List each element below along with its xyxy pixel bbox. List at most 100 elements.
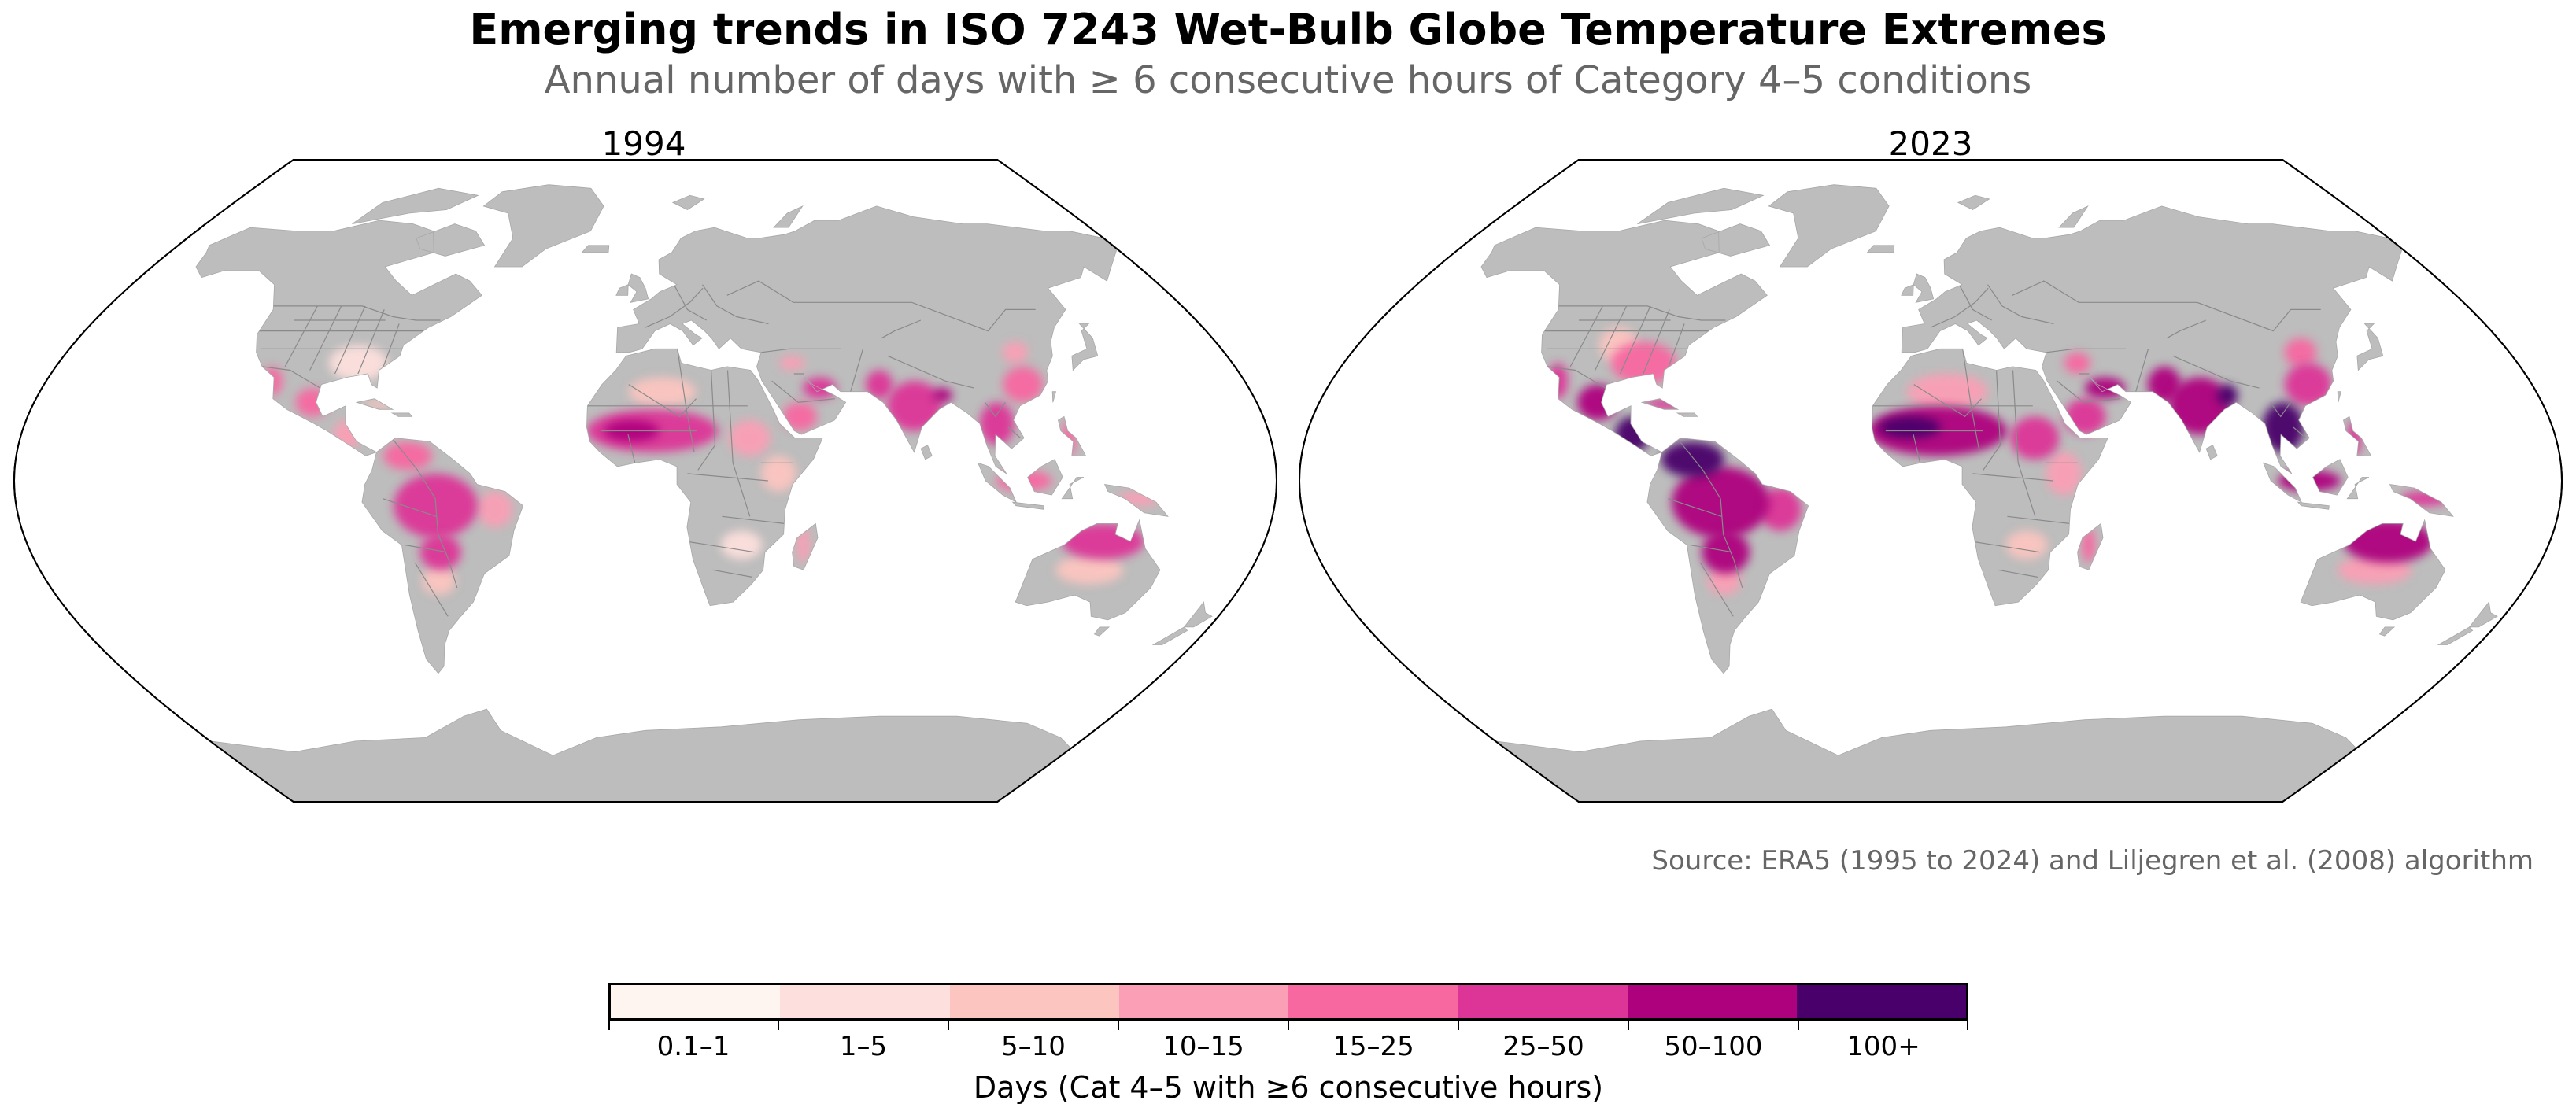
coastline <box>2312 459 2349 496</box>
border-line <box>1913 434 1921 463</box>
border-line <box>2166 319 2207 339</box>
coastline <box>1058 415 1087 456</box>
colorbar-label: 15–25 <box>1332 1031 1414 1062</box>
coastline <box>1901 284 1914 296</box>
colorbar-label: 50–100 <box>1664 1031 1763 1062</box>
coastline <box>2468 601 2498 628</box>
border-line <box>712 569 752 578</box>
colorbar <box>608 983 1968 1021</box>
border-line <box>697 370 716 471</box>
land-mass <box>1071 323 1098 371</box>
land-mass <box>2356 323 2383 371</box>
border-line <box>887 355 974 389</box>
coastline <box>977 462 1018 504</box>
border-line <box>262 366 321 389</box>
border-line <box>726 280 1036 332</box>
wbgt-region <box>778 356 806 371</box>
border-line <box>628 384 697 418</box>
colorbar-swatch <box>780 985 950 1018</box>
border-line <box>1547 366 1606 389</box>
border-line <box>272 305 441 321</box>
colorbar-label: 0.1–1 <box>656 1031 730 1062</box>
wbgt-region <box>2046 452 2082 496</box>
coastline <box>671 194 705 210</box>
coastline <box>209 708 1072 803</box>
source-note: Source: ERA5 (1995 to 2024) and Liljegre… <box>1651 845 2533 877</box>
border-line <box>881 319 922 339</box>
wbgt-region <box>2284 338 2317 367</box>
border-line <box>1699 562 1734 617</box>
border-line <box>1558 305 1726 321</box>
colorbar-swatch <box>1458 985 1628 1018</box>
wbgt-region <box>1003 366 1044 403</box>
border-line <box>677 349 695 452</box>
colorbar-label: 100+ <box>1846 1031 1920 1062</box>
colorbar-swatch <box>1627 985 1797 1018</box>
coastline <box>2297 501 2330 510</box>
coastline <box>773 205 804 228</box>
border-line <box>1619 305 1651 375</box>
land-mass <box>2297 502 2330 510</box>
map-frame <box>13 159 1278 803</box>
border-line <box>1972 473 2053 482</box>
colorbar-swatch <box>1796 985 1966 1018</box>
border-line <box>2270 401 2291 418</box>
wbgt-region <box>2338 556 2412 585</box>
border-line <box>2012 370 2036 517</box>
wbgt-region <box>422 566 456 596</box>
border-line <box>1595 305 1628 371</box>
border-line <box>2057 380 2120 403</box>
wbgt-region <box>1611 342 1676 385</box>
figure-title: Emerging trends in ISO 7243 Wet-Bulb Glo… <box>469 5 2107 54</box>
colorbar-labels: 0.1–1 1–5 5–10 10–15 15–25 25–50 50–100 100+ <box>608 1031 1968 1070</box>
wbgt-region <box>979 402 1015 445</box>
map-panel-right <box>1298 159 2563 803</box>
coastline <box>1866 245 1895 253</box>
wbgt-region <box>383 441 433 471</box>
land-mass <box>2469 602 2497 627</box>
coastline <box>2077 522 2104 570</box>
wbgt-region <box>866 370 893 399</box>
coastline <box>1480 220 1768 456</box>
colorbar-label: 5–10 <box>1001 1031 1066 1062</box>
coastline <box>792 522 819 570</box>
coastline <box>352 187 479 224</box>
panel-title-left: 1994 <box>601 124 686 163</box>
colorbar-swatch <box>949 985 1119 1018</box>
border-line <box>702 284 769 325</box>
border-line <box>761 348 841 353</box>
coastline <box>1103 483 1169 517</box>
border-line <box>673 284 707 321</box>
border-line <box>2007 515 2070 524</box>
coastline <box>2356 323 2384 371</box>
coastline <box>1093 626 1111 637</box>
coastline <box>2389 483 2454 517</box>
border-line <box>722 515 785 524</box>
colorbar-label: 10–15 <box>1162 1031 1244 1062</box>
wbgt-region <box>761 456 796 492</box>
coastline <box>1011 501 1044 510</box>
coastline <box>1151 626 1188 645</box>
wbgt-region <box>628 377 697 406</box>
coastline <box>1027 459 1063 496</box>
land-mass <box>1913 274 1934 303</box>
land-mass <box>1637 188 1764 224</box>
border-line <box>1998 569 2038 578</box>
border-line <box>1983 370 2001 471</box>
coastline <box>390 412 413 417</box>
wbgt-region <box>2064 352 2090 374</box>
wbgt-region <box>1661 441 1724 478</box>
border-line <box>627 434 636 463</box>
wbgt-region <box>1702 530 1750 574</box>
coastline <box>615 205 1118 474</box>
border-line <box>284 305 318 367</box>
coastline <box>2058 205 2089 228</box>
coastline <box>2343 415 2372 456</box>
coastline <box>1183 601 1213 628</box>
colorbar-title: Days (Cat 4–5 with ≥6 consecutive hours) <box>973 1070 1604 1105</box>
border-line <box>391 438 458 589</box>
land-mass <box>1184 602 1212 627</box>
coastline <box>2346 477 2370 500</box>
border-line <box>1958 284 1992 321</box>
border-line <box>1569 305 1603 367</box>
